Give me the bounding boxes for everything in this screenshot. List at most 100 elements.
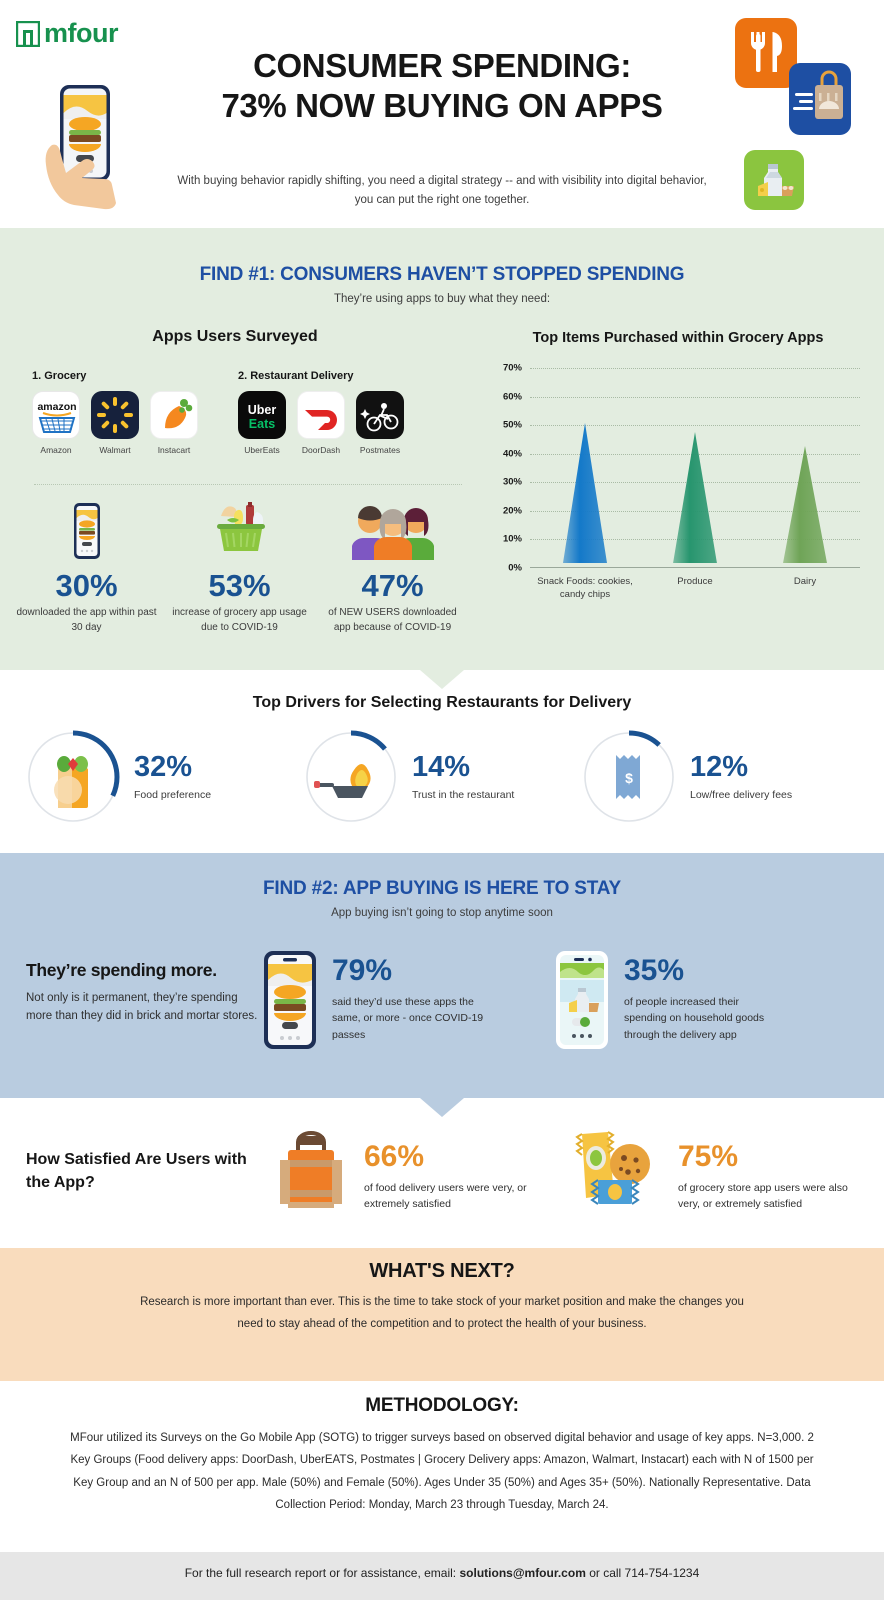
chart-x-labels: Snack Foods: cookies, candy chips Produce… — [530, 576, 860, 622]
find1-heading-wrap: FIND #1: CONSUMERS HAVEN’T STOPPED SPEND… — [0, 264, 884, 305]
mfour-logo-mark — [15, 20, 41, 47]
app-cell-amazon[interactable]: amazon Amazon — [32, 391, 80, 455]
find2-stat-79: 79% said they’d use these apps the same,… — [262, 950, 554, 1055]
driver-item: 32% Food preference — [24, 728, 302, 826]
restaurant-icon — [735, 18, 797, 88]
driver-text: 32% Food preference — [134, 751, 212, 802]
satisfaction-stat-caption: of grocery store app users were also ver… — [678, 1182, 848, 1211]
donut-chart-delivery-fees: $ — [580, 728, 678, 826]
donut-chart-trust — [302, 728, 400, 826]
chart-title: Top Items Purchased within Grocery Apps — [532, 330, 824, 346]
satisfaction-stat-value: 66% — [364, 1140, 425, 1173]
grocery-chart: Top Items Purchased within Grocery Apps … — [478, 330, 878, 622]
delivery-bag-icon — [789, 63, 851, 135]
chart-bar — [673, 431, 717, 568]
app-cell-postmates[interactable]: Postmates — [356, 391, 404, 455]
app-cell-walmart[interactable]: Walmart — [91, 391, 139, 455]
chart-y-tick: 60% — [502, 391, 522, 403]
chart-y-tick: 70% — [502, 362, 522, 374]
satisfaction-stat-66: 66% of food delivery users were very, or… — [272, 1126, 568, 1217]
app-groups: 1. Grocery amazon Amazon — [0, 370, 470, 455]
satisfaction-stat-value: 75% — [678, 1140, 739, 1173]
satisfaction-row: How Satisfied Are Users with the App? 66… — [26, 1126, 866, 1217]
app-group-label: 2. Restaurant Delivery — [238, 370, 354, 382]
stat-caption: increase of grocery app usage due to COV… — [172, 607, 307, 633]
page-title-line2: 73% NOW BUYING ON APPS — [221, 87, 663, 125]
find1-subheading: They’re using apps to buy what they need… — [333, 293, 551, 305]
find1-section — [0, 228, 884, 670]
instacart-icon — [150, 391, 198, 439]
driver-text: 14% Trust in the restaurant — [412, 751, 515, 802]
doordash-icon — [297, 391, 345, 439]
phone-grocery-light-icon — [554, 950, 610, 1055]
satisfaction-stat-text: 75% of grocery store app users were also… — [678, 1126, 856, 1213]
page-title-line1: CONSUMER SPENDING: — [253, 47, 631, 84]
drivers-row: 32% Food preference — [24, 728, 860, 826]
chart-y-tick: 30% — [502, 476, 522, 488]
chart-y-tick: 0% — [508, 562, 522, 574]
app-cell-ubereats[interactable]: Uber Eats UberEats — [238, 391, 286, 455]
find1-stats-row: 30% downloaded the app within past 30 da… — [10, 498, 470, 635]
chart-gridline — [530, 425, 860, 427]
footer-email[interactable]: solutions@mfour.com — [459, 1566, 586, 1580]
find2-stat-text: 79% said they’d use these apps the same,… — [332, 950, 484, 1043]
app-group-label: 1. Grocery — [32, 370, 87, 382]
app-group-grocery: 1. Grocery amazon Amazon — [32, 370, 198, 455]
stat-caption: of NEW USERS downloaded app because of C… — [328, 607, 457, 633]
driver-value: 12% — [690, 751, 749, 783]
chart-x-tick: Snack Foods: cookies, candy chips — [537, 576, 633, 600]
stat-caption: downloaded the app within past 30 day — [16, 607, 157, 633]
find2-stat-text: 35% of people increased their spending o… — [624, 950, 776, 1043]
app-group-restaurant: 2. Restaurant Delivery Uber Eats UberEat… — [238, 370, 404, 455]
phone-burger-icon — [10, 498, 163, 560]
find2-heading: FIND #2: APP BUYING IS HERE TO STAY — [263, 878, 621, 899]
grocery-basket-icon — [163, 498, 316, 560]
methodology-body: MFour utilized its Surveys on the Go Mob… — [70, 1432, 814, 1512]
app-name: Walmart — [99, 445, 131, 455]
app-name: UberEats — [244, 445, 280, 455]
footer-prefix: For the full research report or for assi… — [184, 1566, 460, 1580]
stat-value: 53% — [208, 568, 271, 603]
find2-section — [0, 853, 884, 1098]
find1-arrow — [420, 670, 464, 689]
chart-bar — [783, 445, 827, 568]
chart-x-axis — [530, 567, 860, 568]
find2-stat-value: 35% — [624, 954, 685, 987]
find2-row: They’re spending more. Not only is it pe… — [26, 950, 866, 1055]
svg-text:$: $ — [625, 770, 633, 786]
driver-value: 32% — [134, 751, 193, 783]
driver-caption: Low/free delivery fees — [690, 789, 793, 801]
driver-caption: Trust in the restaurant — [412, 789, 515, 801]
chart-y-tick: 20% — [502, 505, 522, 517]
stat-item: 30% downloaded the app within past 30 da… — [10, 498, 163, 635]
drivers-title-wrap: Top Drivers for Selecting Restaurants fo… — [0, 694, 884, 712]
ubereats-icon: Uber Eats — [238, 391, 286, 439]
footer-bar — [0, 1552, 884, 1600]
find2-subheading: App buying isn’t going to stop anytime s… — [331, 907, 553, 919]
takeout-bag-icon — [272, 1126, 350, 1217]
find1-heading: FIND #1: CONSUMERS HAVEN’T STOPPED SPEND… — [199, 264, 685, 285]
whats-next-body: Research is more important than ever. Th… — [140, 1296, 744, 1331]
hand-phone-burger-illustration — [38, 83, 130, 216]
driver-caption: Food preference — [134, 789, 212, 801]
amazon-icon: amazon — [32, 391, 80, 439]
app-cell-doordash[interactable]: DoorDash — [297, 391, 345, 455]
app-cell-instacart[interactable]: Instacart — [150, 391, 198, 455]
phone-burger-dark-icon — [262, 950, 318, 1055]
chart-bar — [563, 423, 607, 568]
chart-y-tick: 10% — [502, 533, 522, 545]
driver-value: 14% — [412, 751, 471, 783]
find2-heading-wrap: FIND #2: APP BUYING IS HERE TO STAY App … — [0, 878, 884, 919]
find2-left-title: They’re spending more. — [26, 960, 217, 980]
chart-plot-area: 0% 10% 20% 30% 40% 50% 60% 70% — [503, 363, 860, 574]
svg-text:amazon: amazon — [37, 401, 76, 413]
find2-stat-value: 79% — [332, 954, 393, 987]
driver-item: $ 12% Low/free delivery fees — [580, 728, 858, 826]
app-name: Postmates — [359, 445, 401, 455]
groceries-icon — [744, 150, 804, 210]
stat-item: 47% of NEW USERS downloaded app because … — [316, 498, 469, 635]
svg-text:Uber: Uber — [248, 403, 277, 417]
chart-y-tick: 40% — [502, 448, 522, 460]
section-divider — [34, 484, 462, 485]
